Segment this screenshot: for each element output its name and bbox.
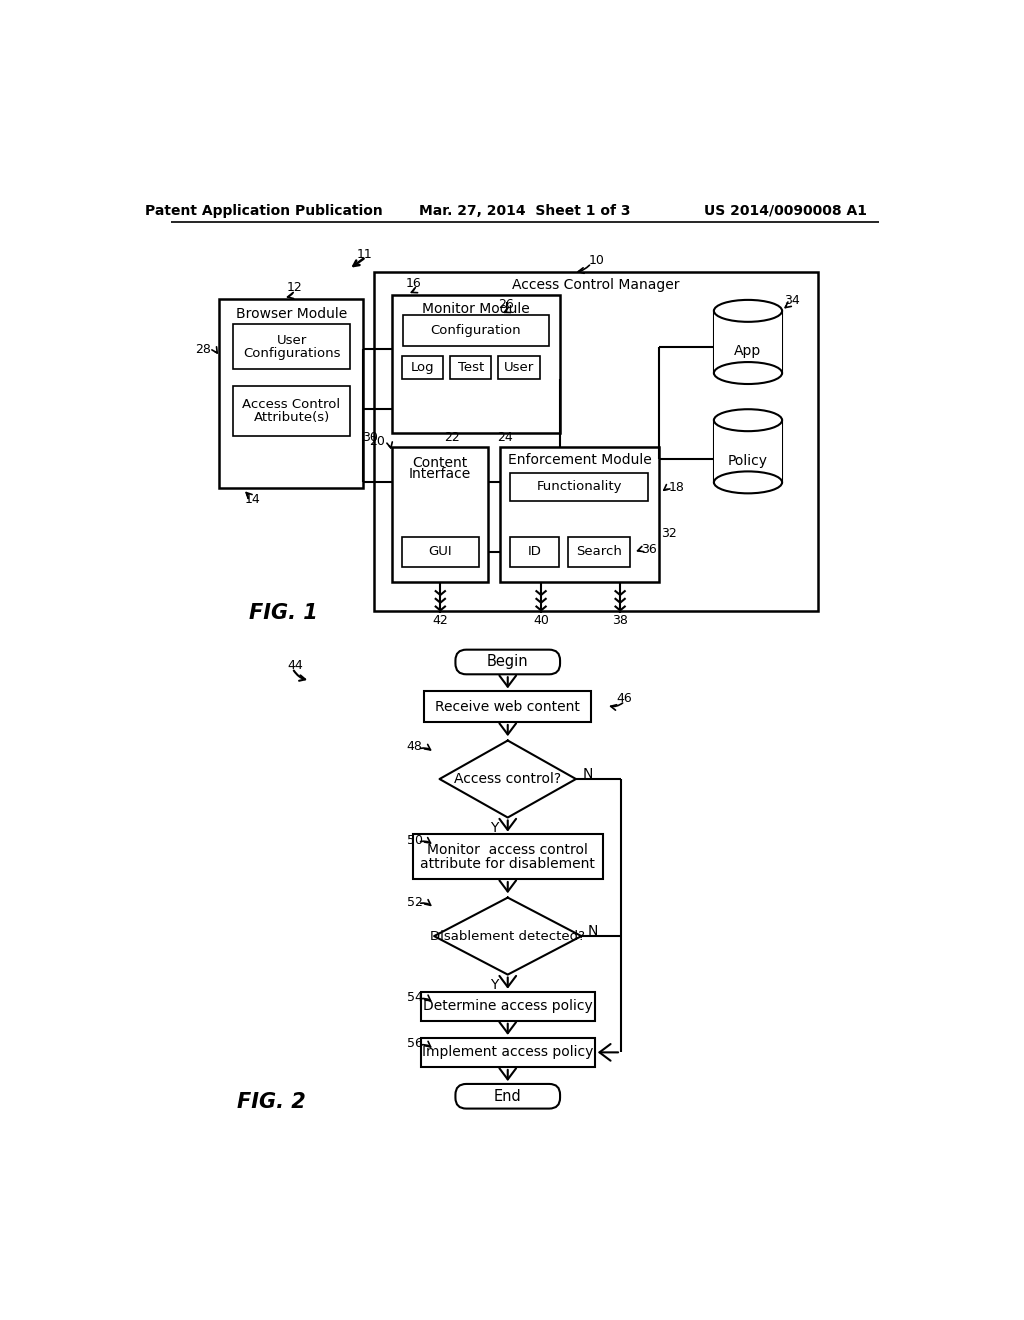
Text: Receive web content: Receive web content (435, 700, 581, 714)
Text: Determine access policy: Determine access policy (423, 999, 593, 1014)
Bar (500, 447, 658, 582)
Text: Functionality: Functionality (537, 480, 622, 494)
Text: 16: 16 (406, 277, 421, 290)
Text: Attribute(s): Attribute(s) (253, 411, 330, 424)
Text: 30: 30 (361, 430, 378, 444)
Text: 48: 48 (407, 741, 423, 754)
Text: Log: Log (411, 362, 435, 375)
Text: 32: 32 (662, 527, 677, 540)
Ellipse shape (714, 471, 782, 494)
FancyBboxPatch shape (456, 649, 560, 675)
Bar (232, 323, 350, 368)
Text: 42: 42 (432, 614, 449, 627)
Bar (219, 300, 362, 488)
Text: Access Control Manager: Access Control Manager (512, 277, 680, 292)
Bar (714, 312, 782, 374)
Text: FIG. 2: FIG. 2 (237, 1093, 306, 1113)
Text: Browser Module: Browser Module (236, 308, 347, 321)
Text: FIG. 1: FIG. 1 (249, 603, 317, 623)
Ellipse shape (714, 300, 782, 322)
Polygon shape (439, 741, 575, 817)
Text: GUI: GUI (428, 545, 453, 558)
Text: Begin: Begin (487, 655, 528, 669)
Bar (421, 1038, 595, 1067)
Text: 52: 52 (407, 896, 423, 908)
Bar (403, 314, 549, 346)
FancyBboxPatch shape (456, 1084, 560, 1109)
Text: Policy: Policy (728, 454, 768, 467)
Text: Monitor Module: Monitor Module (422, 301, 529, 315)
Text: 10: 10 (589, 255, 605, 268)
Text: 36: 36 (641, 543, 656, 556)
Text: App: App (734, 345, 762, 358)
Text: 46: 46 (616, 693, 632, 705)
Text: attribute for disablement: attribute for disablement (420, 857, 595, 871)
Text: Access control?: Access control? (455, 772, 561, 785)
Text: Mar. 27, 2014  Sheet 1 of 3: Mar. 27, 2014 Sheet 1 of 3 (419, 203, 631, 218)
Text: User: User (504, 362, 535, 375)
Text: 28: 28 (195, 343, 211, 356)
Text: 50: 50 (407, 834, 423, 847)
Text: Access Control: Access Control (243, 397, 341, 411)
Text: Monitor  access control: Monitor access control (427, 843, 588, 857)
Polygon shape (434, 898, 582, 974)
Text: Disablement detected?: Disablement detected? (430, 929, 586, 942)
Bar (499, 356, 540, 379)
Bar (401, 537, 479, 566)
Text: User: User (276, 334, 306, 347)
Text: 54: 54 (407, 991, 423, 1005)
Text: Configuration: Configuration (431, 323, 521, 337)
Text: 56: 56 (407, 1038, 423, 1051)
Bar (714, 420, 782, 482)
Text: Test: Test (458, 362, 484, 375)
Bar (375, 272, 818, 611)
Bar (510, 473, 648, 502)
Bar (421, 991, 595, 1020)
Text: 12: 12 (287, 281, 302, 294)
Text: 24: 24 (497, 430, 513, 444)
Text: Y: Y (489, 821, 498, 836)
Bar (391, 447, 488, 582)
Text: 40: 40 (534, 614, 549, 627)
Ellipse shape (714, 362, 782, 384)
Ellipse shape (714, 409, 782, 432)
Text: Search: Search (577, 545, 623, 558)
Text: 18: 18 (669, 482, 685, 495)
Text: N: N (583, 767, 593, 780)
Text: US 2014/0090008 A1: US 2014/0090008 A1 (703, 203, 866, 218)
Text: ID: ID (527, 545, 542, 558)
Bar (391, 296, 560, 433)
Text: 11: 11 (356, 248, 373, 261)
Text: Implement access policy: Implement access policy (422, 1045, 594, 1060)
Text: 22: 22 (444, 430, 460, 444)
Bar (413, 834, 603, 879)
Text: 38: 38 (612, 614, 628, 627)
Text: End: End (494, 1089, 521, 1104)
Text: 20: 20 (370, 436, 385, 449)
Text: Configurations: Configurations (243, 347, 340, 360)
Text: 34: 34 (784, 294, 800, 308)
Text: Patent Application Publication: Patent Application Publication (144, 203, 383, 218)
Text: Interface: Interface (409, 467, 471, 480)
Text: 26: 26 (499, 298, 514, 312)
Text: N: N (588, 924, 598, 937)
Bar (510, 537, 559, 566)
Bar (568, 537, 630, 566)
Bar (402, 356, 443, 379)
Text: Content: Content (413, 455, 468, 470)
Bar (451, 356, 492, 379)
Bar (424, 692, 591, 722)
Text: Enforcement Module: Enforcement Module (508, 453, 651, 467)
Text: Y: Y (489, 978, 498, 993)
Text: 14: 14 (245, 492, 260, 506)
Bar (232, 385, 350, 436)
Text: 44: 44 (287, 659, 303, 672)
